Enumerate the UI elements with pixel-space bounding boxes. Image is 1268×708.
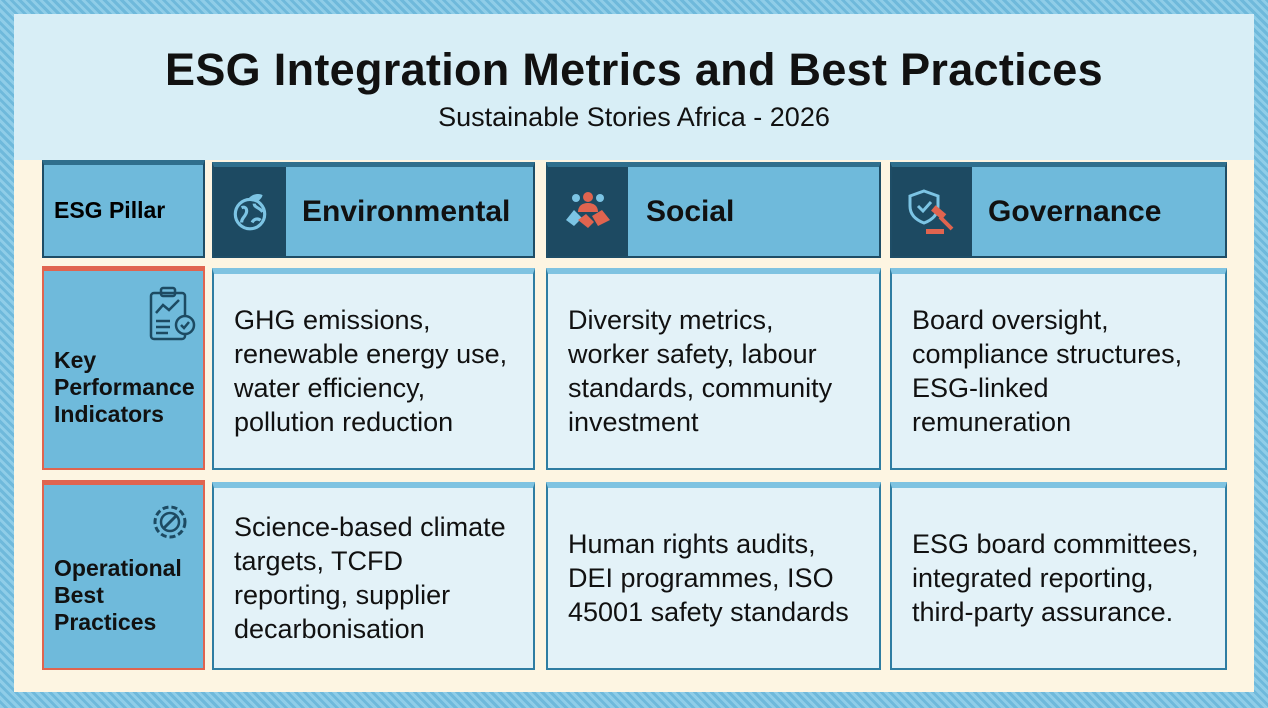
cell-governance-kpi: Board oversight, compliance structures, … [890,268,1227,470]
pillar-name: Environmental [302,194,511,228]
row-label-kpi: Key Performance Indicators [42,266,205,470]
pillar-name: Governance [988,194,1162,228]
header-governance: Governance [890,162,1227,258]
cell-social-practices: Human rights audits, DEI programmes, ISO… [546,482,881,670]
row-label-best-practices: Operational Best Practices [42,480,205,670]
header-environmental: Environmental [212,162,535,258]
header-social: Social [546,162,881,258]
title-band: ESG Integration Metrics and Best Practic… [14,14,1254,160]
handshake-people-icon [548,167,628,256]
page-subtitle: Sustainable Stories Africa - 2026 [438,102,830,132]
row-label-text: Operational Best Practices [54,555,182,635]
row-label-text: Key Performance Indicators [54,347,195,427]
shield-gavel-icon [892,167,972,256]
page-title: ESG Integration Metrics and Best Practic… [165,44,1103,95]
gear-wrench-icon [145,497,195,553]
globe-leaf-icon [214,167,286,256]
cell-environmental-kpi: GHG emissions, renewable energy use, wat… [212,268,535,470]
infographic: ESG Integration Metrics and Best Practic… [14,14,1254,692]
cell-social-kpi: Diversity metrics, worker safety, labour… [546,268,881,470]
header-esg-pillar: ESG Pillar [42,160,205,258]
clipboard-chart-icon [147,285,197,351]
cell-governance-practices: ESG board committees, integrated reporti… [890,482,1227,670]
pillar-name: Social [646,194,735,228]
cell-environmental-practices: Science-based climate targets, TCFD repo… [212,482,535,670]
